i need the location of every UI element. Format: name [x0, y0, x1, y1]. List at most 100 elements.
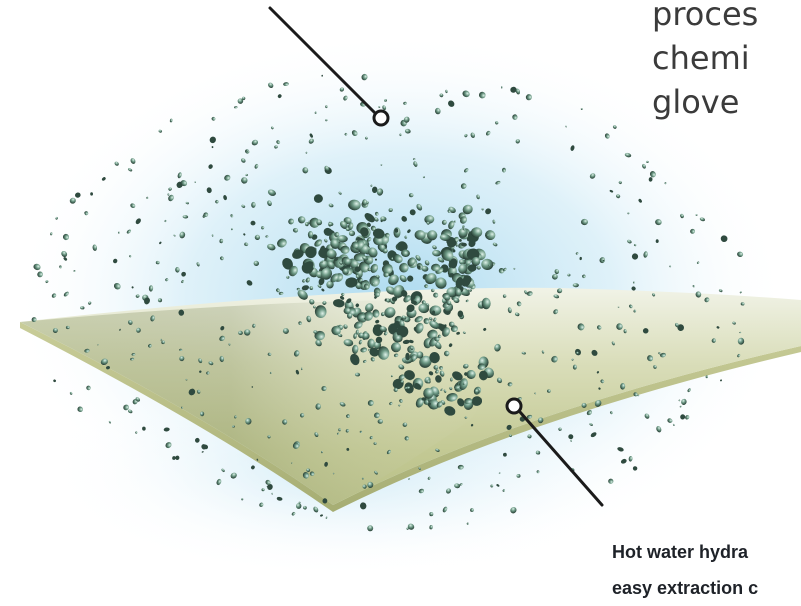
water-droplet	[370, 184, 373, 187]
water-droplet	[301, 262, 314, 274]
water-droplet	[506, 424, 512, 430]
water-droplet	[436, 401, 443, 408]
water-droplet	[687, 388, 691, 393]
water-droplet	[324, 461, 328, 467]
water-droplet	[211, 234, 214, 237]
water-droplet	[374, 412, 380, 419]
water-droplet	[297, 289, 308, 300]
water-droplet	[292, 249, 304, 259]
water-droplet	[256, 458, 259, 461]
water-droplet	[194, 181, 197, 183]
water-droplet	[428, 317, 433, 321]
water-droplet	[253, 260, 259, 267]
water-droplet	[234, 106, 238, 109]
water-droplet	[492, 219, 496, 224]
water-droplet	[488, 264, 491, 267]
water-droplet	[175, 455, 180, 460]
water-droplet	[496, 377, 503, 384]
water-droplet	[309, 133, 313, 138]
water-droplet	[414, 316, 423, 323]
water-droplet	[458, 259, 466, 265]
water-droplet	[198, 358, 203, 364]
water-droplet	[254, 234, 260, 240]
water-droplet	[586, 410, 592, 416]
water-droplet	[337, 235, 348, 243]
water-droplet	[181, 279, 184, 284]
water-droplet	[314, 432, 319, 438]
water-droplet	[246, 280, 253, 286]
water-droplet	[547, 389, 551, 393]
water-droplet	[572, 364, 577, 370]
water-droplet	[325, 516, 328, 519]
water-droplet	[318, 277, 325, 286]
water-droplet	[404, 370, 415, 380]
water-droplet	[59, 265, 62, 269]
water-droplet	[575, 252, 579, 255]
water-droplet	[416, 203, 423, 211]
water-droplet	[185, 378, 188, 381]
water-droplet	[344, 133, 348, 136]
callout-bottom	[505, 397, 604, 507]
water-droplet	[157, 298, 163, 303]
water-droplet	[130, 203, 136, 209]
water-droplet	[269, 371, 272, 374]
water-droplet	[389, 401, 393, 406]
water-droplet	[160, 338, 163, 341]
water-droplet	[466, 369, 476, 380]
water-droplet	[391, 342, 401, 353]
water-droplet	[326, 280, 334, 289]
water-droplet	[330, 239, 340, 249]
water-droplet	[372, 228, 385, 239]
water-droplet	[407, 229, 411, 234]
water-droplet	[344, 258, 352, 266]
water-droplet	[655, 239, 659, 243]
water-droplet	[295, 369, 300, 375]
water-droplet	[352, 344, 359, 354]
water-droplet	[664, 182, 667, 185]
water-droplet	[251, 386, 254, 388]
water-droplet	[135, 294, 140, 298]
water-droplet	[165, 278, 169, 282]
water-droplet	[363, 311, 374, 321]
water-droplet	[355, 274, 360, 279]
water-droplet	[241, 177, 248, 184]
water-droplet	[525, 94, 532, 101]
water-droplet	[737, 353, 741, 358]
water-droplet	[302, 279, 306, 283]
water-droplet	[375, 274, 380, 279]
water-droplet	[485, 208, 492, 215]
water-droplet	[656, 426, 662, 433]
water-droplet	[165, 442, 172, 449]
water-droplet	[237, 98, 244, 104]
water-droplet	[254, 163, 259, 169]
water-droplet	[502, 489, 505, 492]
water-droplet	[69, 197, 76, 204]
water-droplet	[268, 82, 274, 88]
water-droplet	[342, 268, 349, 275]
water-droplet	[358, 332, 364, 339]
water-droplet	[401, 290, 408, 297]
water-droplet	[168, 194, 174, 202]
water-droplet	[220, 256, 224, 261]
water-droplet	[234, 415, 237, 419]
water-droplet	[458, 238, 462, 242]
water-droplet	[460, 216, 467, 224]
water-droplet	[427, 230, 438, 241]
water-droplet	[321, 385, 327, 392]
water-droplet	[437, 334, 442, 339]
water-droplet	[108, 420, 111, 424]
water-droplet	[308, 138, 314, 144]
water-droplet	[302, 167, 309, 174]
water-droplet	[320, 267, 333, 280]
water-droplet	[343, 339, 354, 347]
water-droplet	[623, 329, 627, 334]
water-droplet	[211, 146, 214, 149]
water-droplet	[434, 336, 440, 342]
water-droplet	[685, 415, 690, 420]
water-droplet	[404, 128, 411, 134]
water-droplet	[448, 100, 455, 107]
water-droplet	[178, 309, 185, 316]
water-droplet	[378, 106, 381, 108]
water-droplet	[526, 414, 533, 419]
water-droplet	[52, 328, 58, 333]
